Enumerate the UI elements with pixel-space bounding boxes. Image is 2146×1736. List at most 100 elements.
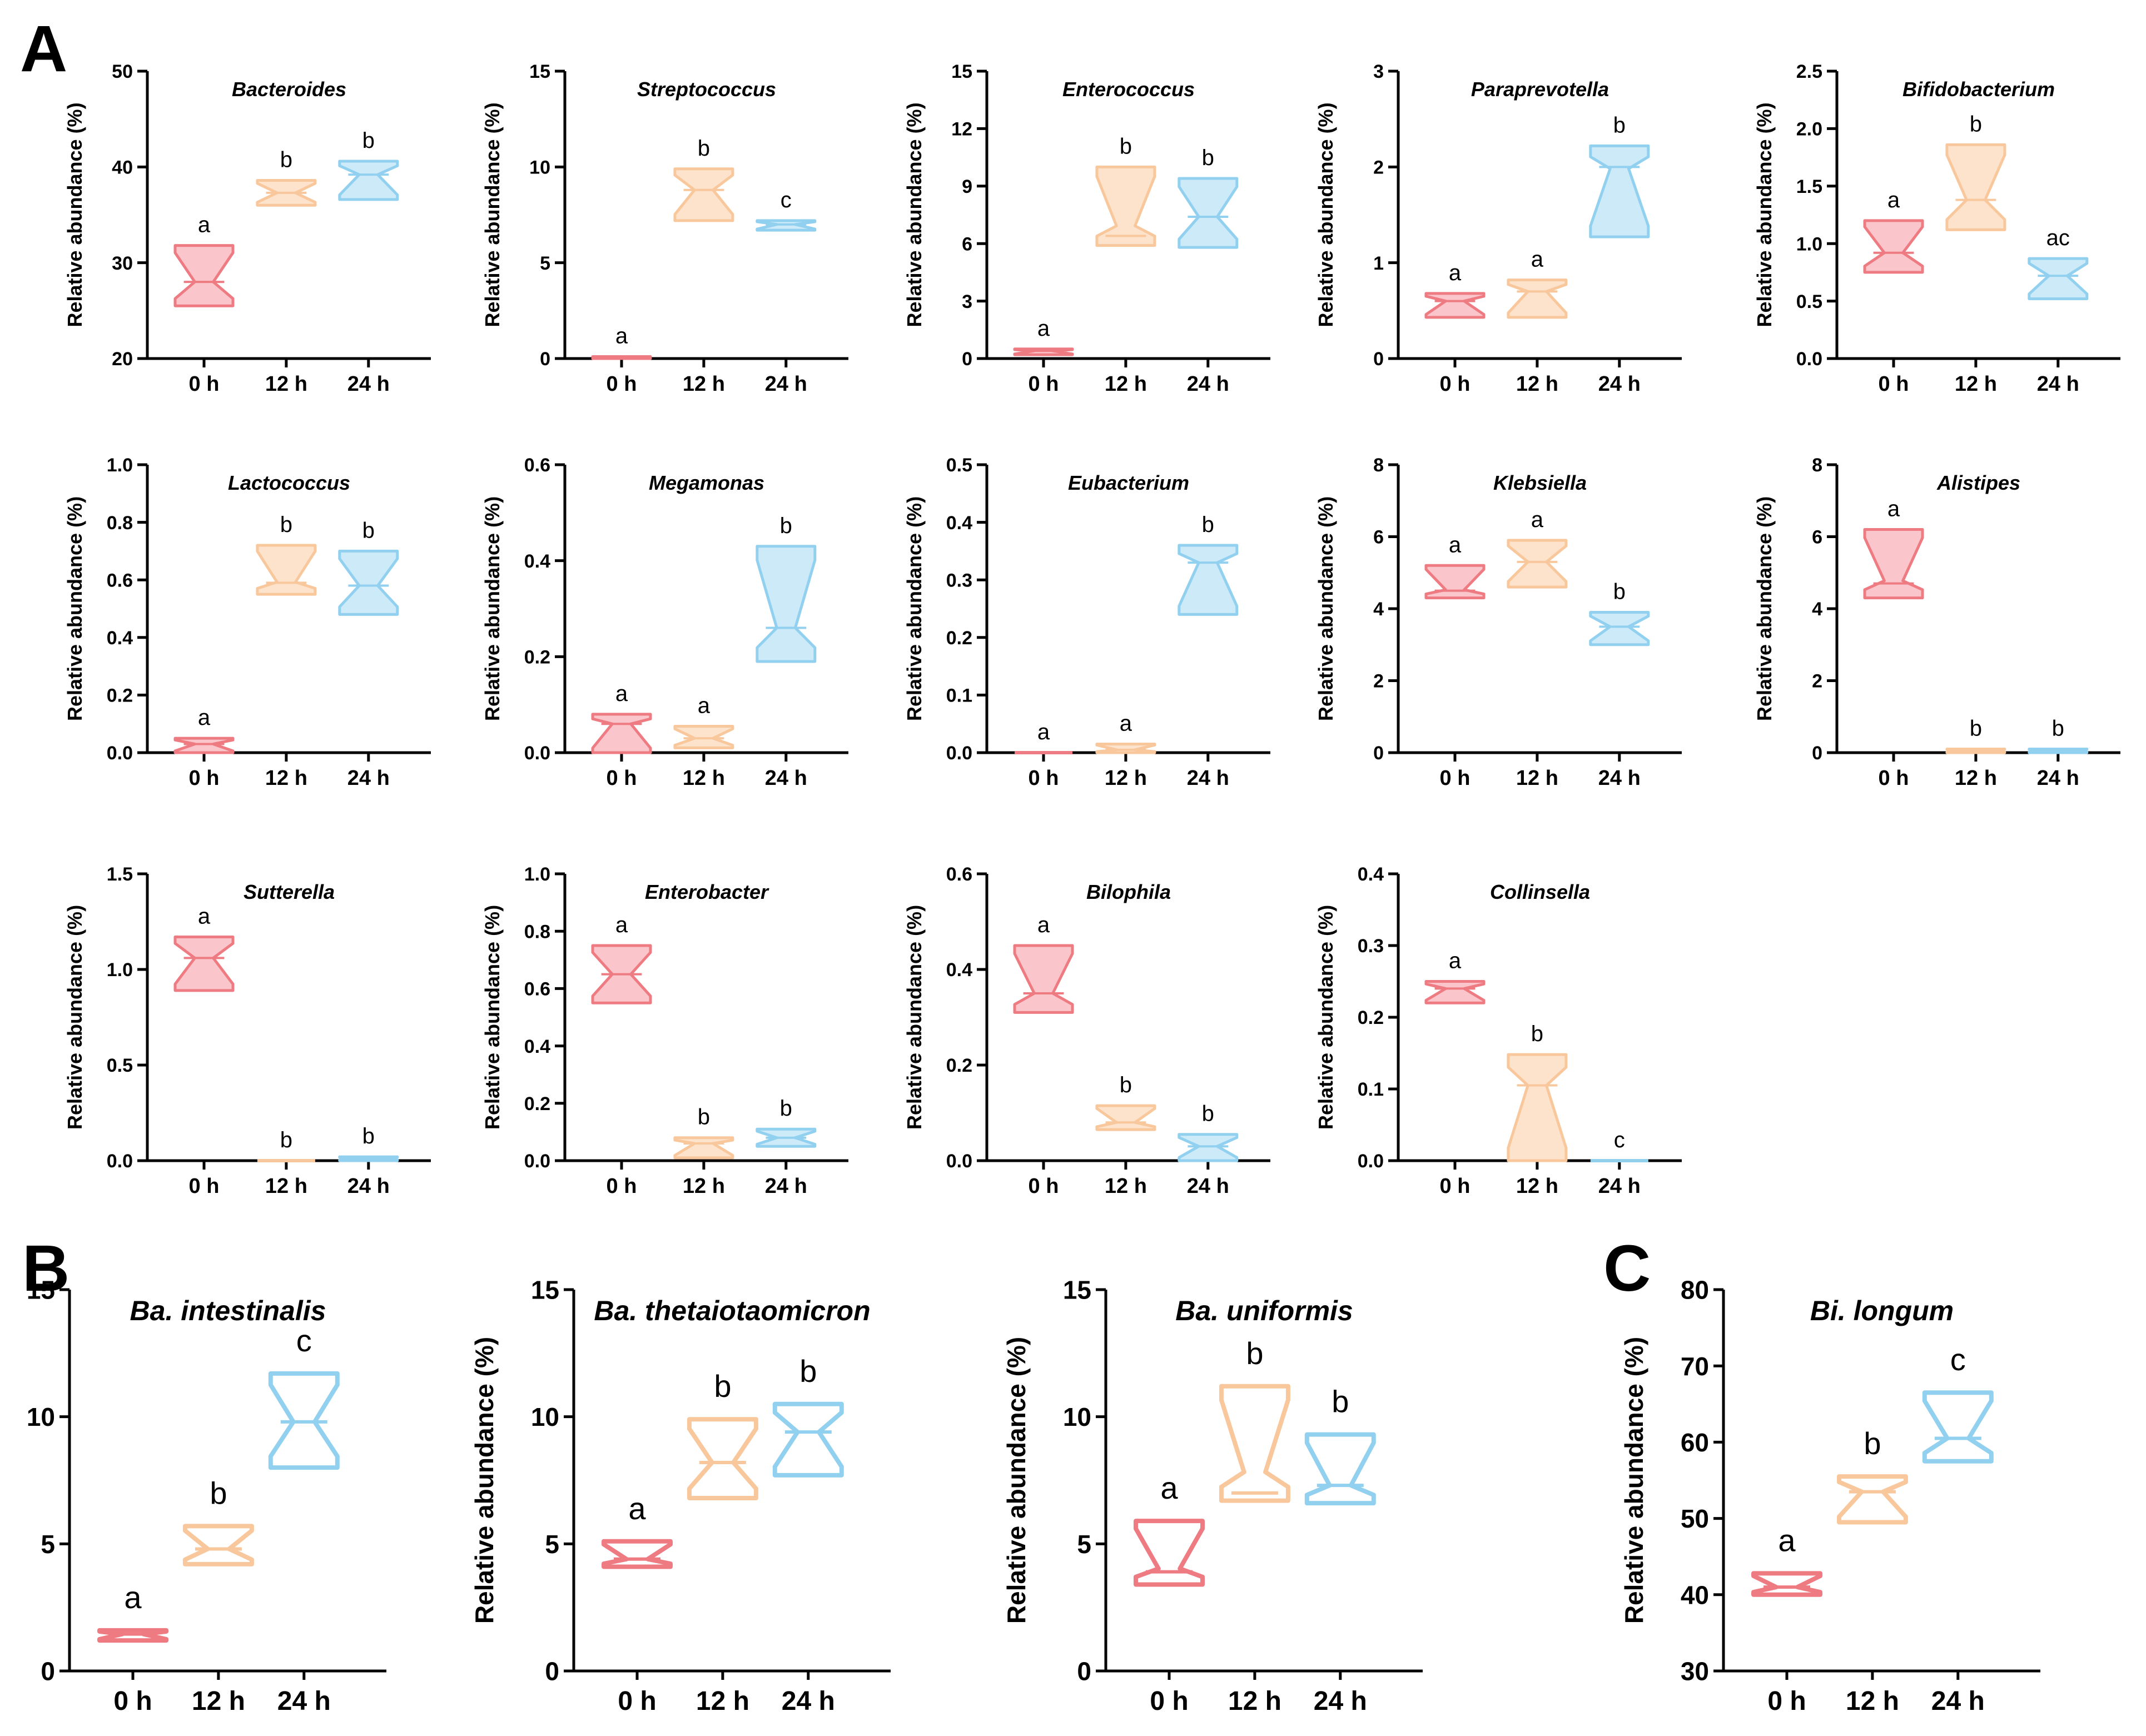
- violin-12h: [1836, 1474, 1908, 1525]
- violin-24h: [1589, 144, 1650, 238]
- y-tick-label: 1.0: [1796, 233, 1822, 255]
- chart-title: Sutterella: [244, 881, 335, 903]
- y-tick-label: 5: [1077, 1530, 1091, 1559]
- chart-title: Paraprevotella: [1471, 78, 1609, 101]
- chart-megamonas: 0.0 0.2 0.4 0.6 Relative abundance (%) Megamo…: [481, 455, 848, 790]
- x-tick-label: 12 h: [1846, 1687, 1899, 1716]
- chart-bacteroides: 20 30 40 50 Relative abundance (%) Bacteroide…: [63, 61, 431, 396]
- y-tick-label: 4: [1373, 599, 1384, 620]
- significance-letter: b: [1531, 1022, 1543, 1046]
- significance-letter: a: [1160, 1470, 1178, 1505]
- x-tick-label: 24 h: [2037, 372, 2079, 396]
- x-tick-label: 0 h: [1767, 1687, 1806, 1716]
- x-tick-label: 0 h: [189, 1175, 220, 1198]
- chart-title: Bilophila: [1086, 881, 1171, 903]
- violin-12h: [673, 725, 734, 749]
- y-tick-label: 0: [1077, 1657, 1091, 1686]
- significance-letter: a: [1778, 1523, 1796, 1558]
- y-tick-label: 15: [529, 61, 550, 82]
- violin-12h: [1507, 278, 1568, 319]
- panel-letter-a: A: [20, 12, 67, 86]
- y-axis-label: Relative abundance (%): [1314, 496, 1337, 721]
- x-tick-label: 0 h: [618, 1687, 656, 1716]
- y-tick-label: 4: [1812, 599, 1822, 620]
- violin-12h: [182, 1524, 254, 1566]
- violin-24h: [1178, 177, 1239, 249]
- y-tick-label: 0.1: [946, 685, 972, 707]
- x-tick-label: 24 h: [277, 1687, 331, 1716]
- y-tick-label: 0.4: [107, 628, 133, 649]
- y-axis-label: Relative abundance (%): [1753, 496, 1776, 721]
- chart-title: Enterobacter: [645, 881, 769, 903]
- violin-0h: [1424, 980, 1486, 1004]
- significance-letter: b: [362, 128, 375, 153]
- y-tick-label: 50: [1681, 1504, 1709, 1533]
- y-axis-label: Relative abundance (%): [481, 905, 504, 1130]
- violin-12h: [1219, 1384, 1290, 1503]
- y-tick-label: 2: [1373, 157, 1384, 178]
- y-tick-label: 0: [41, 1657, 55, 1686]
- y-tick-label: 40: [1681, 1580, 1709, 1609]
- x-tick-label: 12 h: [1105, 767, 1147, 790]
- x-tick-label: 24 h: [347, 767, 390, 790]
- violin-12h: [1095, 1104, 1156, 1131]
- chart-title: Megamonas: [649, 471, 764, 494]
- y-tick-label: 30: [1681, 1657, 1709, 1686]
- x-tick-label: 12 h: [1516, 372, 1558, 396]
- violin-24h: [1178, 544, 1239, 616]
- significance-letter: b: [1332, 1384, 1349, 1419]
- y-tick-label: 0.2: [1358, 1007, 1384, 1028]
- violin-12h: [1507, 539, 1568, 589]
- y-axis-label: Relative abundance (%): [481, 102, 504, 327]
- y-tick-label: 0.0: [524, 1151, 550, 1172]
- chart-title: Bacteroides: [232, 78, 346, 101]
- x-tick-label: 0 h: [1879, 767, 1909, 790]
- x-tick-label: 24 h: [765, 372, 807, 396]
- y-tick-label: 2.5: [1796, 61, 1822, 82]
- y-tick-label: 5: [41, 1530, 55, 1559]
- significance-letter: a: [1120, 711, 1132, 735]
- y-axis-label: Relative abundance (%): [63, 905, 86, 1130]
- x-tick-label: 12 h: [683, 1175, 725, 1198]
- y-tick-label: 6: [1812, 527, 1822, 548]
- y-tick-label: 0.2: [524, 647, 550, 668]
- violin-24h: [1589, 610, 1650, 646]
- chart-klebsiella: 0 2 4 6 8 Relative abundance (%) Klebsiella 0 h…: [1314, 455, 1682, 790]
- significance-letter: a: [1037, 720, 1050, 744]
- violin-24h: [338, 160, 399, 201]
- y-tick-label: 6: [1373, 527, 1384, 548]
- violin-24h: [268, 1371, 340, 1470]
- x-tick-label: 24 h: [1187, 1175, 1229, 1198]
- y-tick-label: 0.0: [107, 1151, 133, 1172]
- violin-0h: [1013, 944, 1074, 1014]
- x-tick-label: 0 h: [1440, 1175, 1471, 1198]
- x-tick-label: 12 h: [1228, 1687, 1281, 1716]
- y-tick-label: 5: [545, 1530, 559, 1559]
- y-tick-label: 1.0: [524, 864, 550, 885]
- significance-letter: b: [714, 1369, 731, 1404]
- chart-enterobacter: 0.0 0.2 0.4 0.6 0.8 1.0 Relative abundance (%)…: [481, 864, 848, 1198]
- chart-alistipes: 0 2 4 6 8 Relative abundance (%) Alistipes 0 h a…: [1753, 455, 2120, 790]
- violin-12h: [673, 167, 734, 222]
- y-tick-label: 30: [112, 253, 133, 274]
- y-tick-label: 0.0: [107, 743, 133, 764]
- y-tick-label: 0.1: [1358, 1079, 1384, 1100]
- y-tick-label: 1.5: [107, 864, 133, 885]
- chart-lactococcus: 0.0 0.2 0.4 0.6 0.8 1.0 Relative abundance (%)…: [63, 455, 431, 790]
- y-axis-label: Relative abundance (%): [903, 905, 926, 1130]
- significance-letter: b: [1202, 513, 1214, 537]
- x-tick-label: 24 h: [347, 1175, 390, 1198]
- significance-letter: c: [781, 188, 792, 212]
- chart-title: Streptococcus: [637, 78, 776, 101]
- chart-bilophila: 0.0 0.2 0.4 0.6 Relative abundance (%) Biloph…: [903, 864, 1270, 1198]
- y-axis-label: Relative abundance (%): [1314, 102, 1337, 327]
- violin-0h: [1751, 1571, 1822, 1597]
- significance-letter: a: [1887, 188, 1900, 212]
- significance-letter: a: [615, 682, 628, 706]
- y-tick-label: 10: [27, 1402, 55, 1431]
- y-tick-label: 0.3: [1358, 936, 1384, 957]
- significance-letter: b: [698, 136, 710, 161]
- y-axis-label: Relative abundance (%): [481, 496, 504, 721]
- chart-bifidobacterium: 0.0 0.5 1.0 1.5 2.0 2.5 Relative abundance (%)…: [1753, 61, 2120, 396]
